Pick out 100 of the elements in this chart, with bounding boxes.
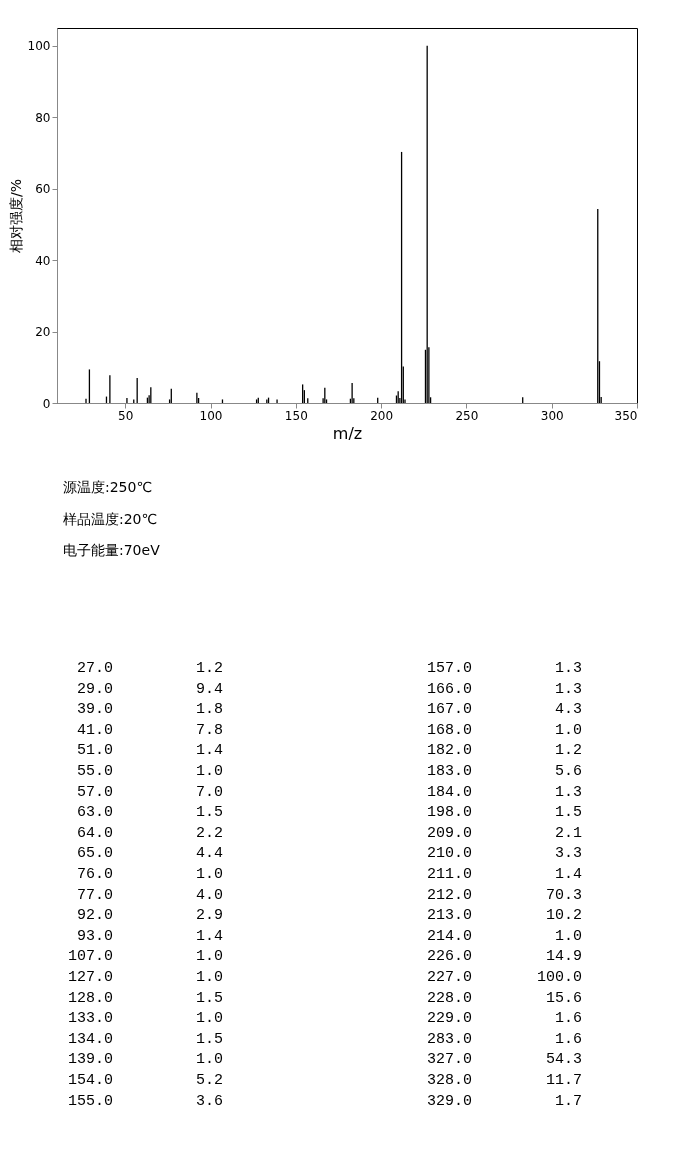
x-tick-label: 50 <box>118 408 134 423</box>
text: 1.4 <box>195 742 223 760</box>
category-label: 27.0 <box>76 660 113 677</box>
text: 4.0 <box>195 886 223 904</box>
category-label: 29.0 <box>76 680 113 698</box>
category-label: 133.0 <box>67 1010 113 1028</box>
category-label: 283.0 <box>426 1030 472 1048</box>
text: 1.7 <box>554 1092 582 1110</box>
y-tick-label: 60 <box>35 182 51 197</box>
text: 1.6 <box>554 1030 582 1048</box>
text: 1.5 <box>195 1030 223 1048</box>
text: 1.2 <box>554 742 582 760</box>
text: 54.3 <box>545 1051 582 1069</box>
text: 1.0 <box>195 866 223 883</box>
text: 14.9 <box>545 948 582 966</box>
category-label: 107.0 <box>67 948 113 966</box>
x-tick-label: 250 <box>455 408 479 423</box>
category-label: 228.0 <box>426 989 472 1007</box>
category-label: 63.0 <box>76 804 113 822</box>
text: 1.2 <box>195 660 223 677</box>
text: 1.0 <box>195 969 223 986</box>
category-label: 157.0 <box>426 660 472 677</box>
x-tick-label: 300 <box>540 408 564 423</box>
text: 1.0 <box>195 763 223 780</box>
text: 15.6 <box>545 989 582 1007</box>
category-label: 127.0 <box>67 969 113 986</box>
category-label: 93.0 <box>76 927 113 945</box>
category-label: 329.0 <box>426 1092 472 1110</box>
text: 1.6 <box>554 1010 582 1028</box>
x-tick-label: 350 <box>614 408 638 423</box>
text: 4.4 <box>195 845 223 863</box>
category-label: 209.0 <box>426 824 472 842</box>
text: 11.7 <box>545 1072 582 1089</box>
category-label: 211.0 <box>426 866 472 883</box>
category-label: 214.0 <box>426 927 472 945</box>
category-label: 328.0 <box>426 1072 472 1089</box>
category-label: 182.0 <box>426 742 472 760</box>
category-label: 41.0 <box>76 721 113 739</box>
text: 2.1 <box>554 824 582 842</box>
category-label: 168.0 <box>426 721 472 739</box>
text: 7.0 <box>195 783 223 801</box>
text: 3.3 <box>554 845 582 863</box>
category-label: 57.0 <box>76 783 113 801</box>
text: 7.8 <box>195 721 223 739</box>
category-label: 139.0 <box>67 1051 113 1069</box>
category-label: 198.0 <box>426 804 472 822</box>
category-label: 65.0 <box>76 845 113 863</box>
category-label: 212.0 <box>426 886 472 904</box>
text: 100.0 <box>536 969 582 986</box>
text: 5.2 <box>195 1072 223 1089</box>
y-tick-label: 80 <box>35 110 51 125</box>
text: 2.9 <box>195 907 223 925</box>
category-label: 227.0 <box>426 969 472 986</box>
text: 1.5 <box>554 804 582 822</box>
text: 源温度:250℃ <box>63 479 153 495</box>
text: 1.0 <box>195 948 223 966</box>
text: 1.3 <box>554 680 582 698</box>
category-label: 210.0 <box>426 845 472 863</box>
category-label: 226.0 <box>426 948 472 966</box>
text: 1.0 <box>554 721 582 739</box>
category-label: 92.0 <box>76 907 113 925</box>
category-label: 184.0 <box>426 783 472 801</box>
text: 5.6 <box>554 763 582 780</box>
category-label: 134.0 <box>67 1030 113 1048</box>
x-tick-label: 200 <box>370 408 394 423</box>
category-label: 39.0 <box>76 701 113 719</box>
x-tick-label: 100 <box>199 408 223 423</box>
category-label: 51.0 <box>76 742 113 760</box>
text: 样品温度:20℃ <box>63 510 158 527</box>
text: 3.6 <box>195 1092 223 1110</box>
category-label: 76.0 <box>76 866 113 883</box>
category-label: 155.0 <box>67 1092 113 1110</box>
x-axis-title: m/z <box>332 423 363 443</box>
y-tick-label: 40 <box>35 253 51 268</box>
text: 1.8 <box>195 701 223 719</box>
text: 1.3 <box>554 783 582 801</box>
text: 电子能量:70eV <box>63 542 161 558</box>
text: 1.0 <box>195 1010 223 1028</box>
text: 1.4 <box>195 927 223 945</box>
text: 10.2 <box>545 907 582 925</box>
category-label: 64.0 <box>76 824 113 842</box>
text: 1.0 <box>195 1051 223 1069</box>
category-label: 55.0 <box>76 763 113 780</box>
category-label: 327.0 <box>426 1051 472 1069</box>
x-tick-label: 150 <box>284 408 308 423</box>
y-tick-label: 100 <box>27 39 51 54</box>
category-label: 166.0 <box>426 680 472 698</box>
category-label: 128.0 <box>67 989 113 1007</box>
text: 2.2 <box>195 824 223 842</box>
y-tick-label: 0 <box>42 396 51 411</box>
text: 1.5 <box>195 989 223 1007</box>
category-label: 167.0 <box>426 701 472 719</box>
category-label: 154.0 <box>67 1072 113 1089</box>
text: 70.3 <box>545 886 582 904</box>
text: 1.0 <box>554 927 582 945</box>
category-label: 183.0 <box>426 763 472 780</box>
text: 1.4 <box>554 866 582 883</box>
category-label: 213.0 <box>426 907 472 925</box>
text: 4.3 <box>554 701 582 719</box>
y-tick-label: 20 <box>35 325 51 340</box>
